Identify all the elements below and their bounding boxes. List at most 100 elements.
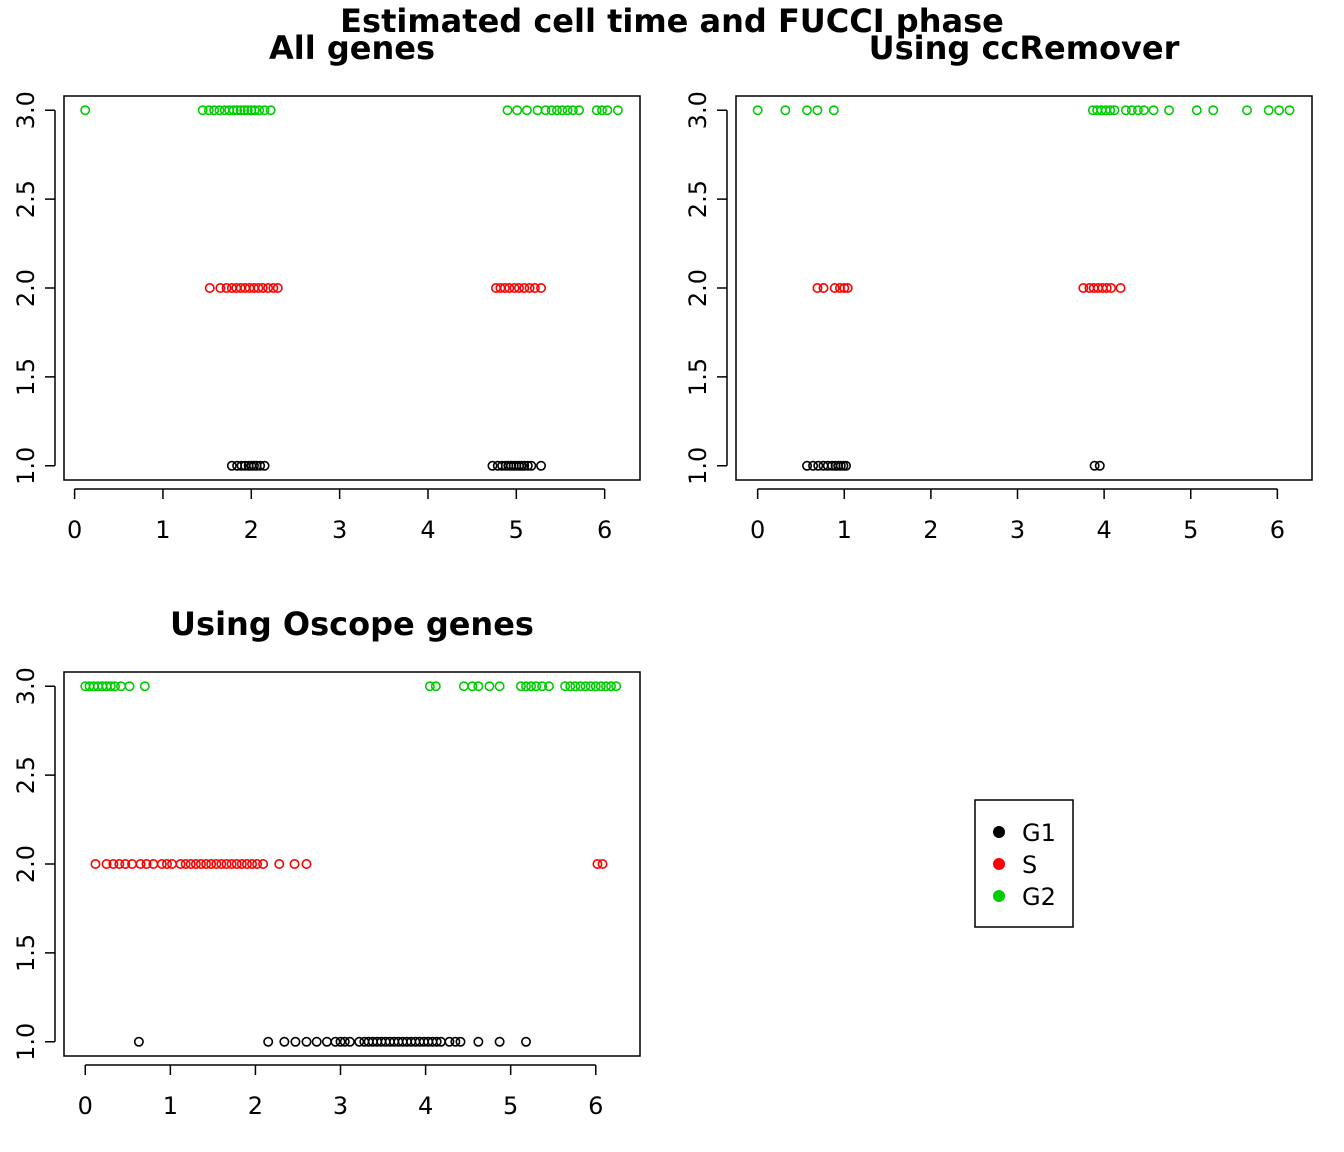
point-s [1106,282,1117,293]
point-s [204,282,215,293]
point-s [167,858,178,869]
point-g2 [239,105,250,116]
point-s [221,282,232,293]
point-g2 [1132,105,1143,116]
point-g2 [1263,105,1274,116]
x-tick-label: 4 [418,1092,433,1120]
point-g1 [536,460,547,471]
point-g2 [1274,105,1285,116]
point-s [818,282,829,293]
point-s [156,858,167,869]
point-s [180,858,191,869]
y-tick-label: 2.5 [12,756,40,794]
y-tick-label: 2.0 [12,269,40,307]
point-g2 [494,681,505,692]
x-tick-label: 0 [78,1092,93,1120]
point-g2 [551,105,562,116]
point-s [236,858,247,869]
point-s [108,858,119,869]
point-s [120,858,131,869]
point-g2 [473,681,484,692]
point-s [161,858,172,869]
x-tick-label: 0 [67,516,82,544]
point-s [257,282,268,293]
y-tick-label: 3.0 [684,91,712,129]
point-s [301,858,312,869]
point-g2 [1164,105,1175,116]
point-g1 [344,1036,355,1047]
point-g2 [232,105,243,116]
point-g2 [557,105,568,116]
point-g1 [259,460,270,471]
point-g1 [1094,460,1105,471]
point-s [268,282,279,293]
point-s [175,858,186,869]
point-s [141,858,152,869]
point-s [135,858,146,869]
point-s [253,282,264,293]
point-g2 [1120,105,1131,116]
x-tick-label: 3 [332,516,347,544]
point-g2 [80,105,91,116]
x-tick-label: 5 [1183,516,1198,544]
point-g2 [249,105,260,116]
point-g2 [110,681,121,692]
point-g1 [520,1036,531,1047]
point-g2 [531,681,542,692]
point-g1 [455,1036,466,1047]
point-g2 [209,105,220,116]
point-g1 [321,1036,332,1047]
x-tick-label: 1 [155,516,170,544]
point-g2 [242,105,253,116]
point-s [247,858,258,869]
point-s [524,282,535,293]
point-s [272,282,283,293]
point-g2 [105,681,116,692]
point-g2 [1126,105,1137,116]
point-g2 [540,105,551,116]
x-tick-label: 5 [509,516,524,544]
point-g1 [519,460,530,471]
x-tick-label: 5 [503,1092,518,1120]
x-tick-label: 2 [244,516,259,544]
legend-swatch-g1 [993,826,1005,838]
point-g2 [574,105,585,116]
panel-title: All genes [269,29,435,67]
point-s [258,858,269,869]
point-g2 [235,105,246,116]
point-g2 [537,681,548,692]
point-g1 [236,460,247,471]
point-g2 [526,681,537,692]
point-g2 [802,105,813,116]
panel-1: All genes 0 1 2 3 4 5 6 1.0 1.5 2.0 2.5 3.0 [12,29,641,544]
point-g1 [330,1036,341,1047]
point-s [499,282,510,293]
point-g2 [1208,105,1219,116]
point-g2 [259,105,270,116]
point-g2 [197,105,208,116]
point-g2 [116,681,127,692]
point-s [216,858,227,869]
x-tick-label: 6 [1270,516,1285,544]
point-g2 [203,105,214,116]
point-g1 [522,460,533,471]
point-g2 [780,105,791,116]
point-g2 [752,105,763,116]
point-s [215,282,226,293]
point-s [829,282,840,293]
point-s [1115,282,1126,293]
point-s [504,282,515,293]
point-s [226,858,237,869]
point-s [114,858,125,869]
legend-swatch-g2 [993,890,1005,902]
point-g2 [580,681,591,692]
point-s [274,858,285,869]
point-g1 [802,460,813,471]
legend-swatch-s [993,858,1005,870]
point-g1 [813,460,824,471]
point-g2 [812,105,823,116]
point-s [231,858,242,869]
point-g2 [265,105,276,116]
point-s [812,282,823,293]
